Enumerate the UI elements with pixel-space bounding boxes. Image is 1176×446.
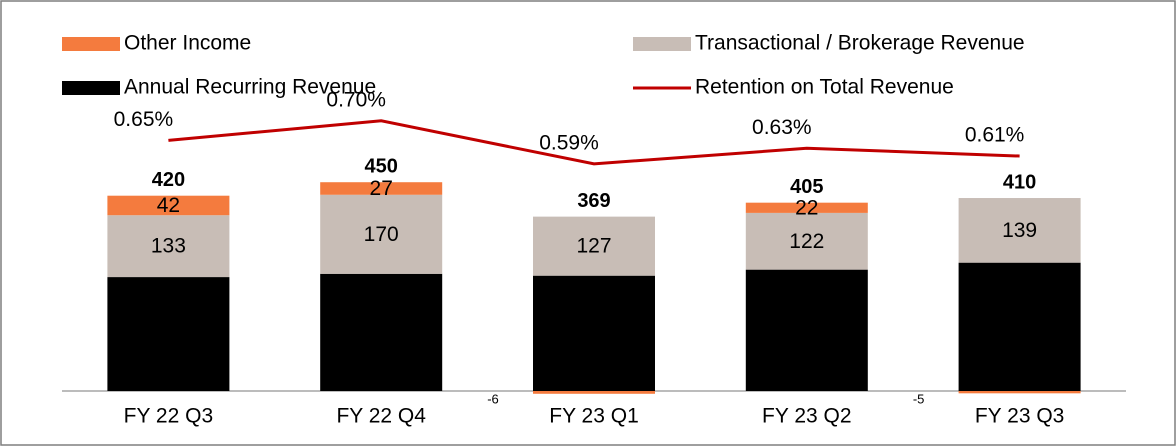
- total-label: 420: [152, 169, 185, 191]
- legend-label: Transactional / Brokerage Revenue: [695, 32, 1025, 55]
- bar-segment: [533, 275, 655, 391]
- line-label: 0.65%: [114, 108, 174, 131]
- line-label: 0.59%: [539, 131, 599, 154]
- data-label: 27: [370, 177, 393, 200]
- legend-swatch: [633, 37, 691, 51]
- legend-label: Annual Recurring Revenue: [124, 76, 376, 99]
- x-tick-label: FY 23 Q1: [549, 405, 639, 428]
- data-label: 139: [1002, 219, 1037, 242]
- line: [168, 119, 1020, 166]
- total-label: 405: [790, 176, 823, 198]
- legend-swatch: [62, 81, 120, 95]
- data-label: 127: [576, 235, 611, 258]
- bar-segment: [320, 194, 443, 274]
- data-label: 248: [576, 322, 611, 345]
- x-tick-label: FY 23 Q2: [762, 405, 852, 428]
- legend-label: Other Income: [124, 32, 251, 55]
- data-label: 133: [151, 235, 186, 258]
- bar-segment: [320, 273, 443, 391]
- bar-segment: [320, 182, 443, 195]
- x-tick-label: FY 22 Q4: [336, 405, 426, 428]
- bar-segment: [107, 195, 230, 216]
- bar-segment: [958, 198, 1081, 263]
- bar-segment: [533, 391, 655, 394]
- total-label: 410: [1003, 171, 1036, 193]
- data-label: 252: [364, 321, 399, 344]
- data-label: 261: [789, 319, 824, 342]
- bar-segment: [745, 269, 868, 391]
- total-label: 450: [365, 155, 398, 177]
- data-label: 122: [789, 230, 824, 253]
- data-label: 276: [1002, 315, 1037, 338]
- line-label: 0.63%: [752, 116, 812, 139]
- bar-segment: [107, 277, 230, 391]
- line-label: 0.70%: [326, 88, 386, 111]
- bar-segment: [107, 215, 230, 278]
- x-tick-label: FY 22 Q3: [124, 405, 214, 428]
- bar-segment: [533, 216, 655, 276]
- data-label: -5: [913, 391, 925, 406]
- data-label: 22: [795, 196, 818, 219]
- line-label: 0.61%: [965, 124, 1025, 147]
- data-label: 245: [151, 323, 186, 346]
- legend-label: Retention on Total Revenue: [695, 76, 954, 99]
- bar-segment: [745, 202, 868, 213]
- total-label: 369: [577, 190, 610, 212]
- x-tick-label: FY 23 Q3: [975, 405, 1065, 428]
- legend-swatch: [62, 37, 120, 51]
- data-label: 42: [157, 194, 180, 217]
- bar-segment: [958, 262, 1081, 391]
- data-label: 170: [364, 223, 399, 246]
- data-label: -6: [487, 391, 499, 406]
- bar-segment: [958, 391, 1081, 394]
- bar-segment: [745, 212, 868, 270]
